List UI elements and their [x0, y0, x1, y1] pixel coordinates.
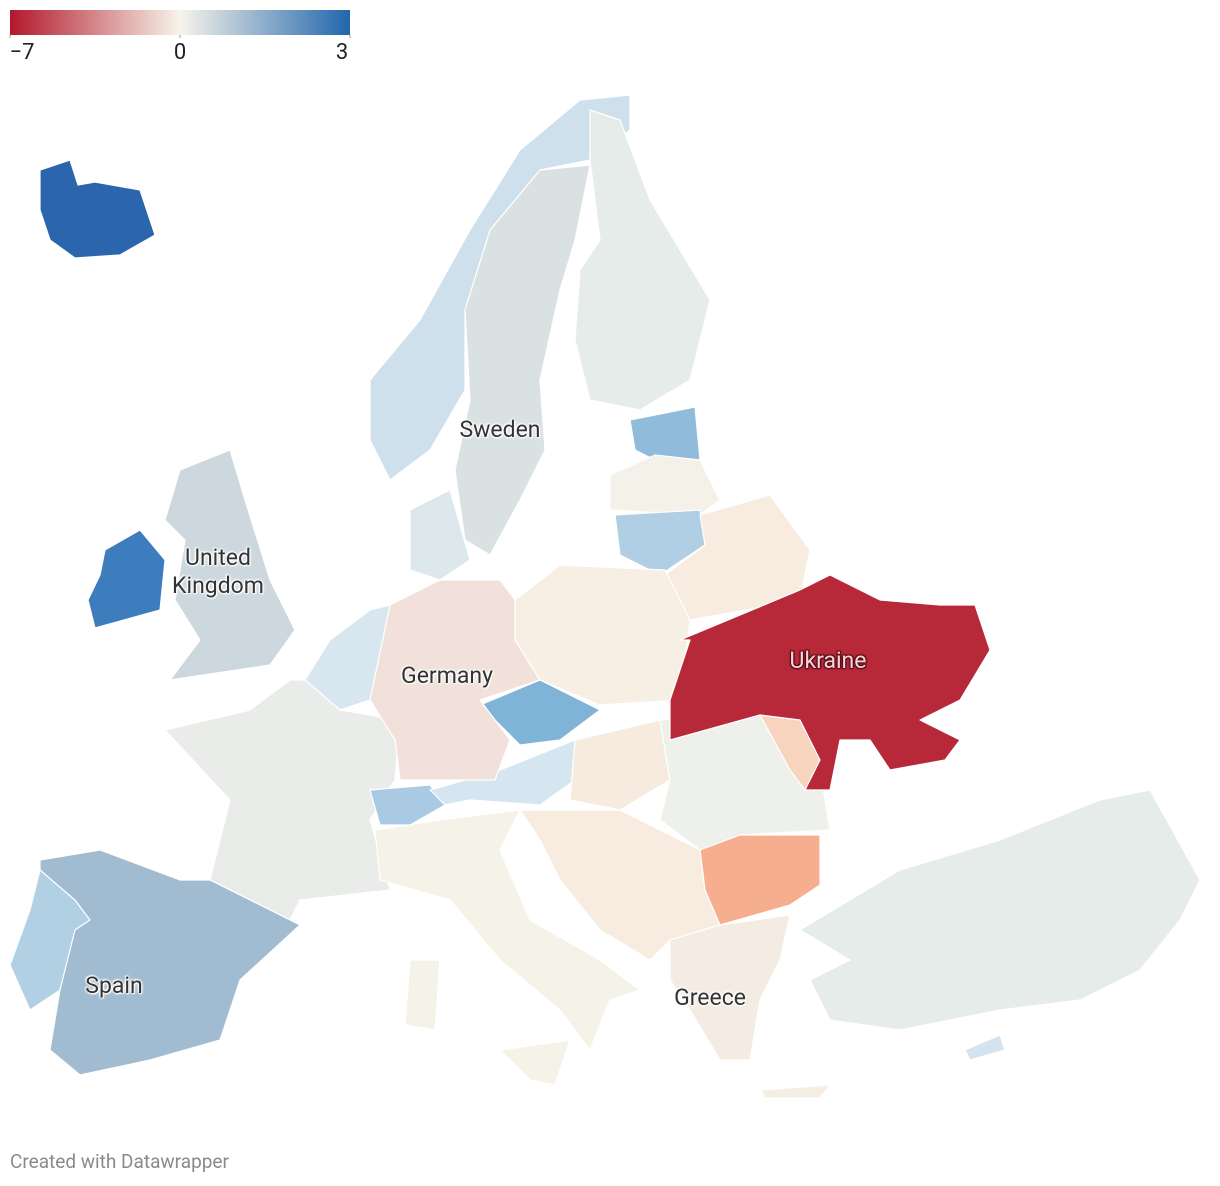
country [669, 914, 791, 1061]
country [669, 574, 991, 791]
country-label: Sweden [459, 416, 541, 443]
countries [9, 94, 1201, 1086]
country [759, 1084, 831, 1099]
country-label: United Kingdom [172, 544, 264, 599]
country [499, 1039, 571, 1086]
country [374, 809, 641, 1051]
legend-scale [10, 10, 350, 35]
credit: Created with Datawrapper [10, 1150, 229, 1173]
country [574, 109, 711, 411]
labelled-countries [39, 164, 991, 1099]
legend-tick-label: −7 [9, 40, 35, 65]
country [369, 94, 631, 481]
country [369, 784, 446, 826]
country [609, 454, 721, 516]
legend-tick-label: 3 [335, 40, 349, 65]
country [479, 679, 601, 746]
country [454, 164, 591, 556]
legend [9, 10, 351, 38]
country-label: Germany [401, 662, 493, 689]
legend-tick-label: 0 [173, 40, 187, 65]
country [799, 789, 1201, 1031]
country [569, 719, 671, 811]
country [87, 529, 166, 629]
country [429, 739, 576, 806]
country [964, 1034, 1006, 1061]
country [409, 489, 471, 581]
country [664, 494, 811, 621]
country [369, 579, 541, 781]
country-label: Greece [674, 984, 746, 1011]
country-label: Spain [85, 972, 143, 999]
country [39, 849, 301, 1076]
country [699, 834, 821, 926]
country-label: Ukraine [789, 647, 867, 674]
country [614, 509, 706, 576]
country [404, 959, 441, 1031]
country [164, 449, 296, 681]
country [629, 406, 701, 461]
country [39, 159, 156, 259]
